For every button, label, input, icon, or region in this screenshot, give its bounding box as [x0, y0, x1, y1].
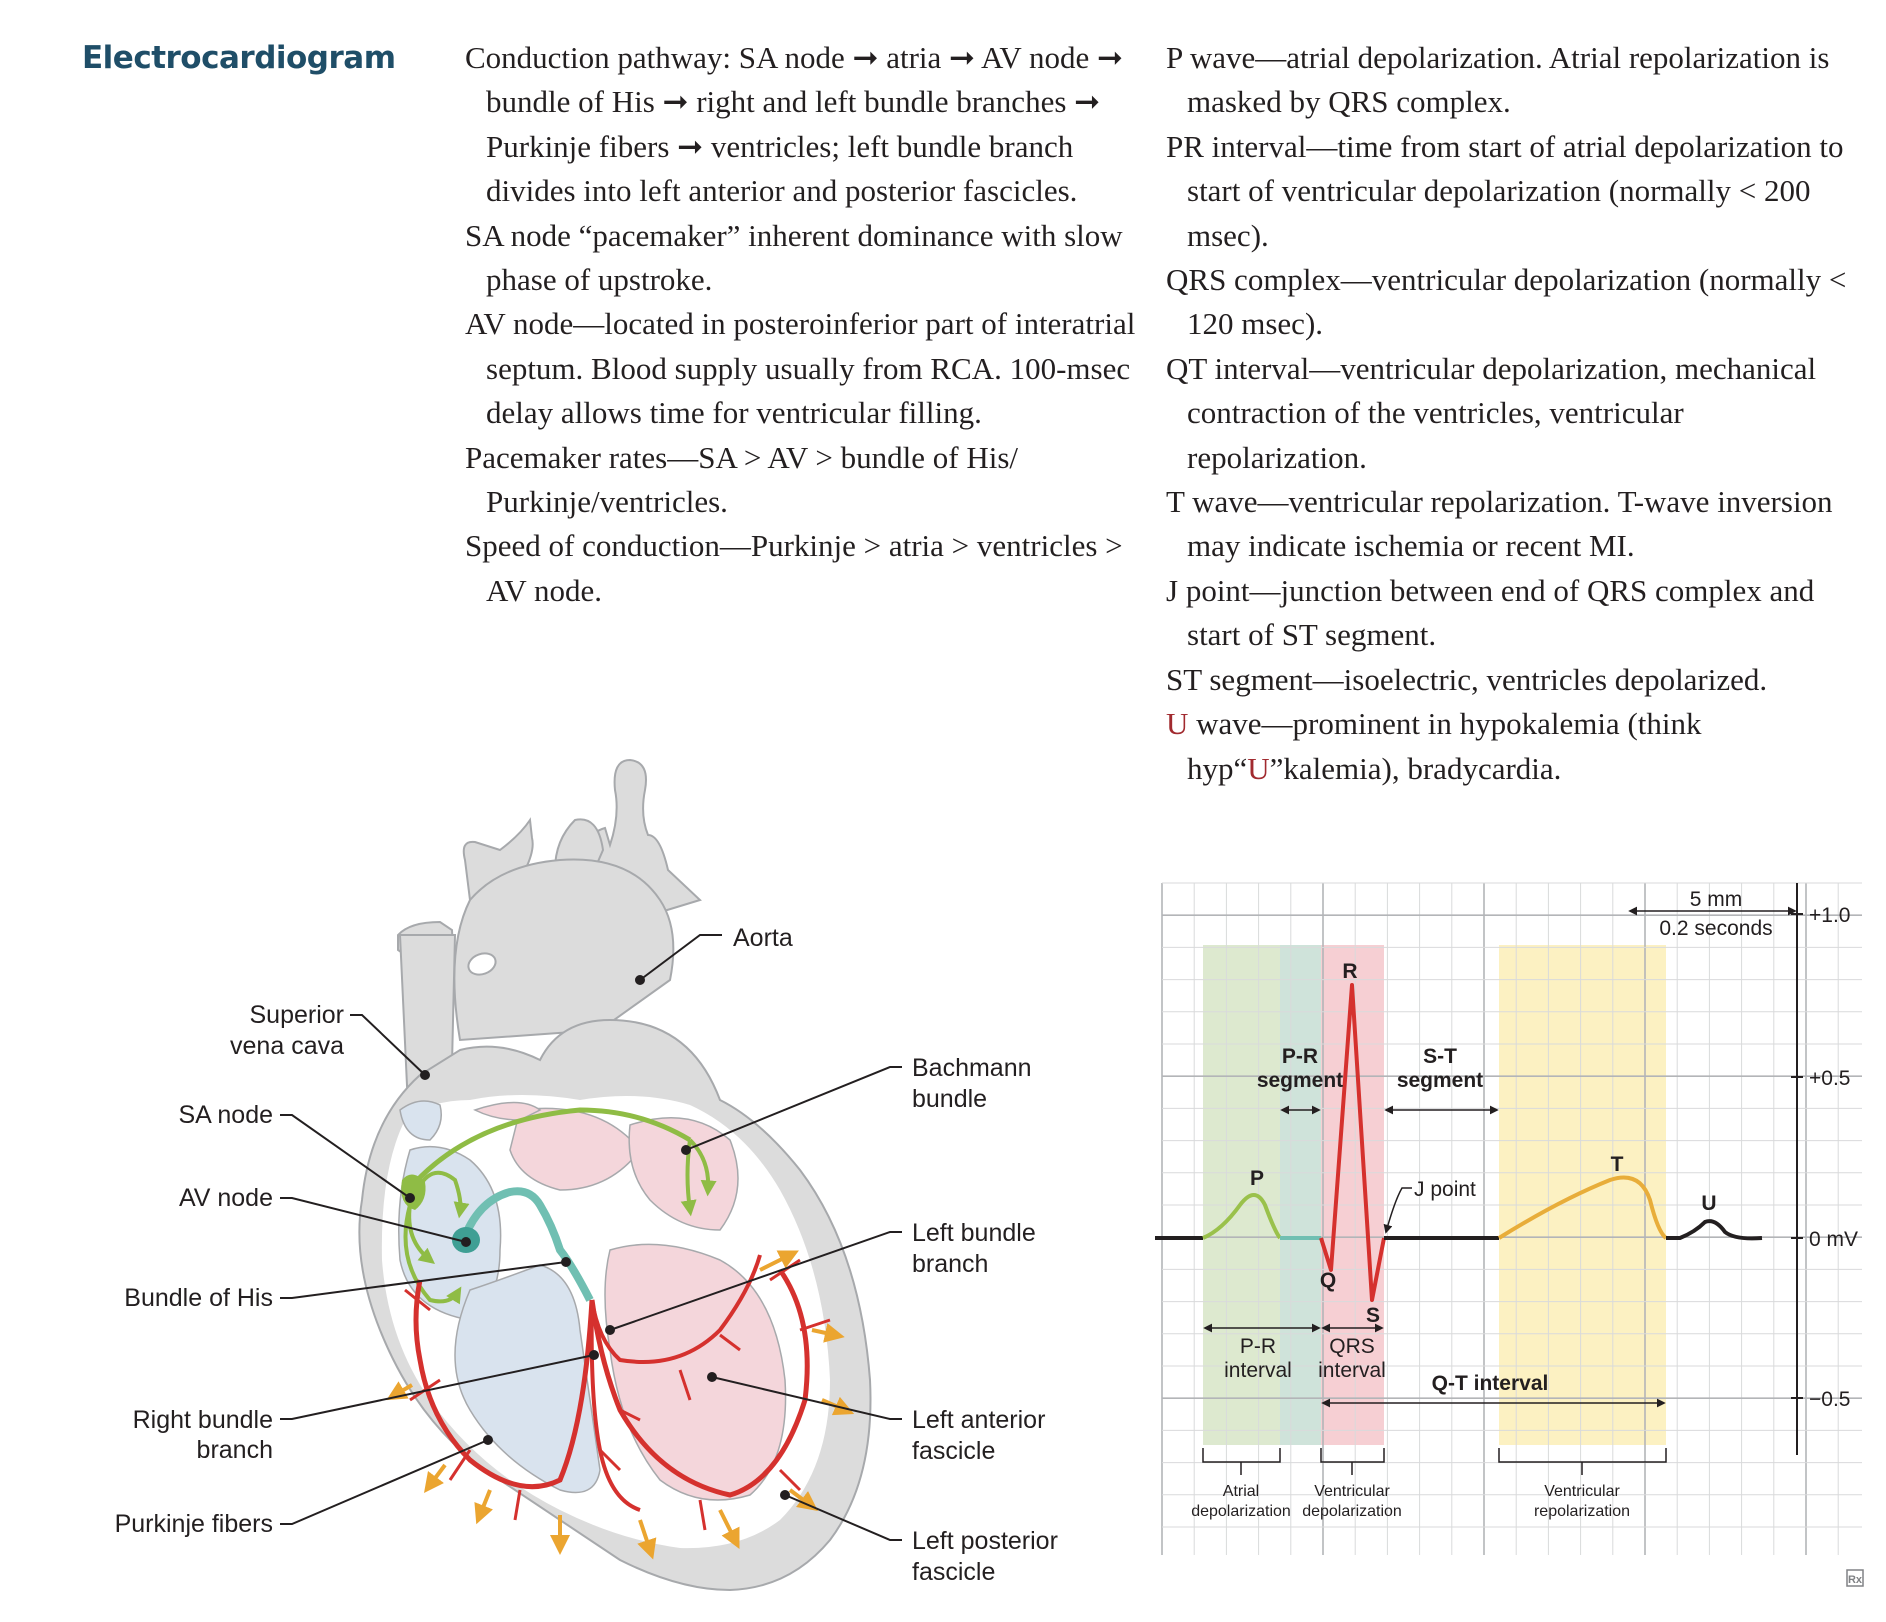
- atrial-dep-2: depolarization: [1191, 1503, 1291, 1520]
- label-s: S: [1366, 1304, 1380, 1327]
- ecg-scale-bar: 5 mm 0.2 seconds: [1628, 888, 1797, 940]
- paragraph-pr-interval: PR interval—time from start of atrial de…: [1166, 128, 1844, 253]
- vent-rep-2: repolarization: [1534, 1503, 1630, 1520]
- label-right-bundle-2: branch: [197, 1436, 273, 1464]
- atrial-zone: [1203, 945, 1280, 1445]
- label-bachmann-2: bundle: [912, 1085, 987, 1113]
- heart-labels: Aorta Superior vena cava SA node AV node…: [115, 924, 1058, 1586]
- ecg-right-axis: +1.0 +0.5 0 mV −0.5: [1791, 883, 1858, 1455]
- u-highlight: U: [1247, 750, 1270, 786]
- label-svc-2: vena cava: [230, 1032, 344, 1060]
- label-left-anterior-2: fascicle: [912, 1437, 995, 1465]
- ecg-segment-labels: P-R segment S-T segment J point: [1257, 1045, 1499, 1234]
- ecg-wave-labels: P Q R S T U: [1250, 960, 1717, 1327]
- paragraph-st-segment: ST segment—isoelectric, ventricles depol…: [1166, 661, 1768, 697]
- label-purkinje: Purkinje fibers: [115, 1510, 273, 1538]
- t-zone: [1499, 945, 1666, 1445]
- paragraph-p-wave: P wave—atrial depolarization. Atrial rep…: [1166, 40, 1830, 120]
- y-tick-plus1: +1.0: [1809, 904, 1850, 927]
- label-right-bundle-1: Right bundle: [133, 1406, 273, 1434]
- qt-interval-label: Q-T interval: [1432, 1372, 1549, 1395]
- label-u: U: [1701, 1192, 1716, 1215]
- vent-rep-1: Ventricular: [1544, 1483, 1620, 1500]
- qrs-interval-label-2: interval: [1318, 1359, 1386, 1382]
- scale-mm: 5 mm: [1690, 888, 1743, 911]
- label-r: R: [1342, 960, 1357, 983]
- qrs-complex: [1319, 983, 1386, 1302]
- atrial-dep-1: Atrial: [1223, 1483, 1259, 1500]
- pr-segment-label-1: P-R: [1282, 1045, 1318, 1068]
- paragraph-u-wave: U wave—prominent in hypokalemia (think h…: [1166, 706, 1702, 786]
- pr-interval-label-1: P-R: [1240, 1335, 1276, 1358]
- ecg-grid: [1161, 882, 1862, 1555]
- label-left-posterior-2: fascicle: [912, 1558, 995, 1586]
- t-wave: [1497, 1175, 1668, 1240]
- section-title: Electrocardiogram: [82, 40, 396, 76]
- paragraph-av-node: AV node—located in posteroinferior part …: [465, 306, 1136, 431]
- qrs-interval-label-1: QRS: [1329, 1335, 1375, 1358]
- label-left-bundle-1: Left bundle: [912, 1219, 1036, 1247]
- ecg-text-column: P wave—atrial depolarization. Atrial rep…: [1166, 36, 1866, 791]
- paragraph-j-point: J point—junction between end of QRS comp…: [1166, 572, 1815, 653]
- pr-segment-zone: [1280, 945, 1321, 1445]
- ecg-phase-brackets: Atrial depolarization Ventricular depola…: [1191, 1448, 1667, 1520]
- paragraph-qrs-complex: QRS complex—ventricular depolarization (…: [1166, 262, 1847, 342]
- vent-dep-2: depolarization: [1302, 1503, 1402, 1520]
- label-bachmann-1: Bachmann: [912, 1054, 1032, 1082]
- label-t: T: [1611, 1153, 1624, 1176]
- st-segment-label-2: segment: [1397, 1069, 1483, 1092]
- heart-leader-lines: [280, 934, 902, 1541]
- scale-seconds: 0.2 seconds: [1659, 917, 1772, 940]
- label-left-posterior-1: Left posterior: [912, 1527, 1058, 1555]
- label-svc-1: Superior: [250, 1001, 345, 1029]
- label-q: Q: [1320, 1269, 1336, 1292]
- label-left-anterior-1: Left anterior: [912, 1406, 1045, 1434]
- st-segment-label-1: S-T: [1423, 1045, 1457, 1068]
- u-highlight: U: [1166, 706, 1189, 742]
- y-tick-zero: 0 mV: [1809, 1228, 1858, 1251]
- label-p: P: [1250, 1167, 1264, 1190]
- label-av-node: AV node: [179, 1184, 273, 1212]
- ecg-waveform: [1155, 983, 1763, 1302]
- u-wave: [1666, 1219, 1763, 1241]
- ecg-interval-labels: P-R interval QRS interval Q-T interval: [1203, 1323, 1666, 1408]
- qrs-zone: [1321, 945, 1384, 1445]
- p-wave: [1202, 1193, 1282, 1240]
- label-bundle-of-his: Bundle of His: [124, 1284, 273, 1312]
- rx-logo: Rx: [1846, 1569, 1864, 1587]
- label-sa-node: SA node: [178, 1101, 273, 1129]
- paragraph-qt-interval: QT interval—ventricular depolarization, …: [1166, 350, 1817, 475]
- paragraph-conduction-speed: Speed of conduction—Purkinje > atria > v…: [465, 528, 1123, 608]
- heart-outline: [358, 758, 872, 1592]
- y-tick-minus05: −0.5: [1809, 1388, 1850, 1411]
- paragraph-conduction-pathway: Conduction pathway: SA node ➞ atria ➞ AV…: [465, 40, 1123, 209]
- ecg-shaded-zones: [1203, 945, 1666, 1445]
- j-point-label: J point: [1414, 1178, 1476, 1201]
- pr-interval-label-2: interval: [1224, 1359, 1292, 1382]
- rx-logo-text: Rx: [1848, 1574, 1863, 1586]
- y-tick-plus05: +0.5: [1809, 1067, 1850, 1090]
- paragraph-sa-node: SA node “pacemaker” inherent dominance w…: [465, 217, 1123, 298]
- pr-segment-label-2: segment: [1257, 1069, 1343, 1092]
- paragraph-t-wave: T wave—ventricular repolarization. T-wav…: [1166, 484, 1833, 564]
- label-aorta: Aorta: [733, 924, 793, 952]
- label-left-bundle-2: branch: [912, 1250, 988, 1278]
- conduction-text-column: Conduction pathway: SA node ➞ atria ➞ AV…: [465, 36, 1145, 613]
- paragraph-pacemaker-rates: Pacemaker rates—SA > AV > bundle of His/…: [465, 439, 1019, 520]
- vent-dep-1: Ventricular: [1314, 1483, 1390, 1500]
